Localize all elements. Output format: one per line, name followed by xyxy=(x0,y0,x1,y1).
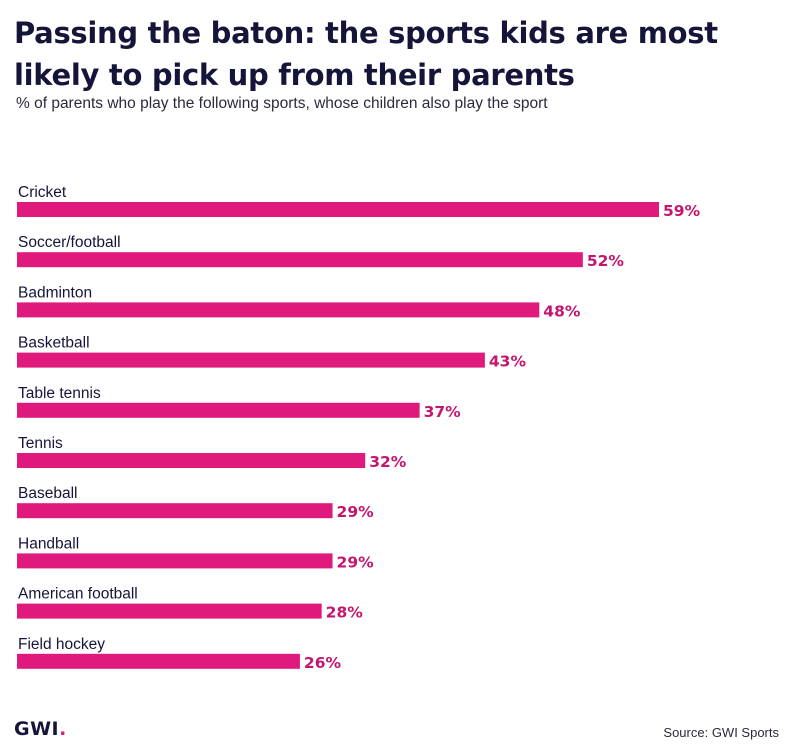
category-label: Table tennis xyxy=(18,385,101,402)
logo-text: GWI xyxy=(14,718,60,740)
bar xyxy=(17,302,540,318)
category-label: Tennis xyxy=(18,435,63,452)
chart-subtitle: % of parents who play the following spor… xyxy=(16,95,548,112)
value-label: 59% xyxy=(663,202,701,220)
bar xyxy=(17,252,583,268)
bar xyxy=(17,402,420,418)
value-label: 29% xyxy=(337,503,375,521)
category-label: Cricket xyxy=(18,184,67,201)
chart-title: Passing the baton: the sports kids are m… xyxy=(14,16,718,92)
logo-dot: . xyxy=(59,718,67,740)
value-label: 48% xyxy=(543,302,581,320)
bar xyxy=(17,202,659,217)
bar xyxy=(17,653,300,669)
category-label: Field hockey xyxy=(18,636,105,653)
category-label: Badminton xyxy=(18,284,92,301)
bar xyxy=(17,503,333,519)
bar xyxy=(17,453,366,468)
category-label: American football xyxy=(18,586,138,603)
source-note: Source: GWI Sports xyxy=(663,725,779,740)
bar xyxy=(17,603,322,619)
gwi-logo: GWI. xyxy=(14,718,67,740)
value-label: 32% xyxy=(369,453,407,471)
value-label: 26% xyxy=(304,654,342,672)
value-label: 29% xyxy=(337,553,375,571)
category-label: Basketball xyxy=(18,335,90,352)
value-label: 52% xyxy=(587,252,625,270)
value-label: 43% xyxy=(489,353,527,371)
value-label: 28% xyxy=(326,604,364,622)
bar-chart: Cricket 59% Soccer/football 52% Badminton 48%… xyxy=(17,184,701,672)
category-label: Soccer/football xyxy=(18,234,121,251)
bar xyxy=(17,352,485,368)
category-label: Handball xyxy=(18,535,79,552)
category-label: Baseball xyxy=(18,485,77,502)
bar xyxy=(17,553,333,569)
value-label: 37% xyxy=(424,403,462,421)
